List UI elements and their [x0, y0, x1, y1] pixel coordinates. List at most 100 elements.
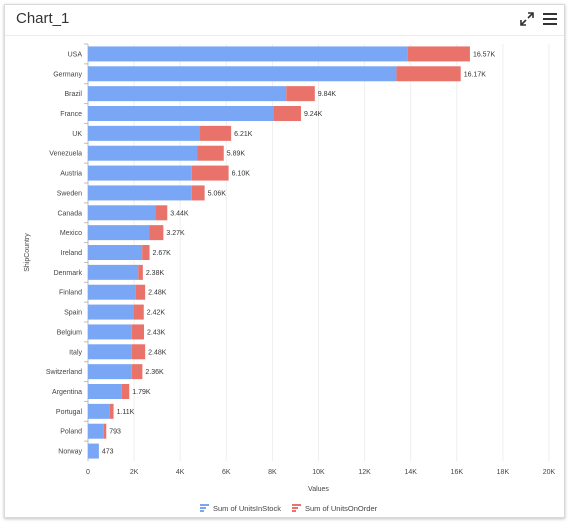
bar-units-in-stock: [88, 264, 139, 280]
bar-units-on-order: [133, 304, 144, 320]
data-label: 2.38K: [146, 270, 165, 277]
bar-units-in-stock: [88, 145, 198, 161]
y-category-label: Denmark: [54, 270, 83, 277]
chart-title: Chart_1: [16, 10, 70, 27]
bar-units-in-stock: [88, 225, 150, 241]
y-category-label: USA: [68, 51, 83, 58]
data-label: 6.10K: [232, 171, 251, 178]
bar-units-in-stock: [88, 443, 99, 459]
bar-units-on-order: [191, 165, 229, 181]
bar-units-in-stock: [88, 165, 192, 181]
bar-units-in-stock: [88, 324, 132, 340]
bar-units-in-stock: [88, 66, 397, 82]
data-label: 16.57K: [473, 51, 496, 58]
legend-label: Sum of UnitsInStock: [213, 504, 281, 513]
data-label: 2.42K: [147, 310, 166, 317]
data-label: 3.44K: [170, 210, 189, 217]
y-category-label: Portugal: [56, 409, 83, 416]
y-category-label: Ireland: [61, 250, 83, 257]
y-category-label: France: [60, 111, 82, 118]
data-label: 793: [109, 429, 121, 436]
bar-units-on-order: [396, 66, 461, 82]
legend-swatch: [200, 504, 209, 506]
bar-units-on-order: [103, 423, 107, 439]
legend-swatch: [292, 507, 298, 509]
x-tick-label: 8K: [268, 469, 277, 476]
y-category-label: UK: [72, 131, 82, 138]
y-category-label: Austria: [60, 171, 82, 178]
y-category-label: Italy: [69, 349, 82, 356]
data-label: 2.36K: [145, 369, 164, 376]
y-category-label: Brazil: [64, 91, 82, 98]
bar-units-on-order: [109, 403, 114, 419]
bar-units-on-order: [149, 225, 164, 241]
y-category-label: Norway: [58, 449, 82, 456]
x-tick-label: 2K: [130, 469, 139, 476]
chart-area: 0 2K 4K 6K 8K 10K 12K 14K 16K 18K 20K USA 16.57K Germ…: [5, 36, 564, 518]
x-tick-label: 10K: [312, 469, 325, 476]
y-category-label: Sweden: [57, 190, 82, 197]
data-label: 1.11K: [117, 409, 135, 416]
data-label: 5.06K: [208, 190, 227, 197]
y-category-label: Spain: [64, 310, 82, 317]
data-label: 2.48K: [148, 290, 167, 297]
data-label: 2.43K: [147, 329, 166, 336]
y-category-label: Germany: [53, 71, 82, 78]
y-category-label: Canada: [57, 210, 82, 217]
x-tick-label: 4K: [176, 469, 185, 476]
bar-units-in-stock: [88, 284, 136, 300]
expand-icon[interactable]: [520, 12, 534, 26]
y-category-label: Finland: [59, 290, 82, 297]
stacked-bar-chart: 0 2K 4K 6K 8K 10K 12K 14K 16K 18K 20K USA 16.57K Germ…: [24, 43, 556, 513]
bar-units-in-stock: [88, 185, 192, 201]
y-category-label: Mexico: [60, 230, 82, 237]
bar-units-on-order: [138, 264, 143, 280]
legend-label: Sum of UnitsOnOrder: [305, 504, 378, 513]
x-tick-label: 12K: [358, 469, 371, 476]
bar-units-in-stock: [88, 364, 132, 380]
bar-units-on-order: [273, 106, 301, 121]
y-category-label: Belgium: [57, 329, 82, 336]
x-tick-label: 20K: [543, 469, 556, 476]
data-label: 473: [102, 449, 114, 456]
bar-units-on-order: [200, 125, 232, 141]
data-label: 9.24K: [304, 111, 323, 118]
widget-header: Chart_1: [5, 5, 564, 36]
bar-units-on-order: [197, 145, 224, 161]
bar-units-in-stock: [88, 86, 287, 102]
x-tick-label: 16K: [451, 469, 464, 476]
bar-units-on-order: [142, 245, 150, 260]
bar-units-on-order: [121, 384, 130, 399]
bar-units-in-stock: [88, 125, 201, 141]
hamburger-menu-icon[interactable]: [542, 11, 558, 27]
data-label: 5.89K: [227, 151, 246, 158]
data-label: 3.27K: [166, 230, 185, 237]
bar-units-in-stock: [88, 205, 156, 221]
y-category-label: Switzerland: [46, 369, 82, 376]
bar-units-on-order: [131, 364, 143, 380]
bar-units-on-order: [131, 344, 146, 360]
bar-units-in-stock: [88, 46, 408, 62]
y-category-label: Venezuela: [49, 151, 82, 158]
legend-swatch: [292, 504, 301, 506]
data-label: 9.84K: [318, 91, 337, 98]
data-label: 2.67K: [153, 250, 172, 257]
bar-units-in-stock: [88, 304, 134, 320]
bar-units-on-order: [191, 185, 205, 201]
data-label: 1.79K: [132, 389, 151, 396]
bar-units-on-order: [131, 324, 145, 340]
legend-swatch: [200, 510, 204, 512]
bar-units-in-stock: [88, 344, 132, 360]
data-label: 16.17K: [464, 71, 487, 78]
data-label: 2.48K: [148, 349, 167, 356]
bar-units-in-stock: [88, 423, 104, 439]
y-category-label: Poland: [60, 429, 82, 436]
x-axis-title: Values: [308, 486, 329, 493]
legend-swatch: [292, 510, 296, 512]
bar-units-on-order: [155, 205, 168, 221]
x-tick-label: 18K: [497, 469, 510, 476]
bar-units-on-order: [407, 46, 470, 62]
x-tick-label: 14K: [404, 469, 417, 476]
bar-units-in-stock: [88, 245, 143, 260]
data-label: 6.21K: [234, 131, 253, 138]
